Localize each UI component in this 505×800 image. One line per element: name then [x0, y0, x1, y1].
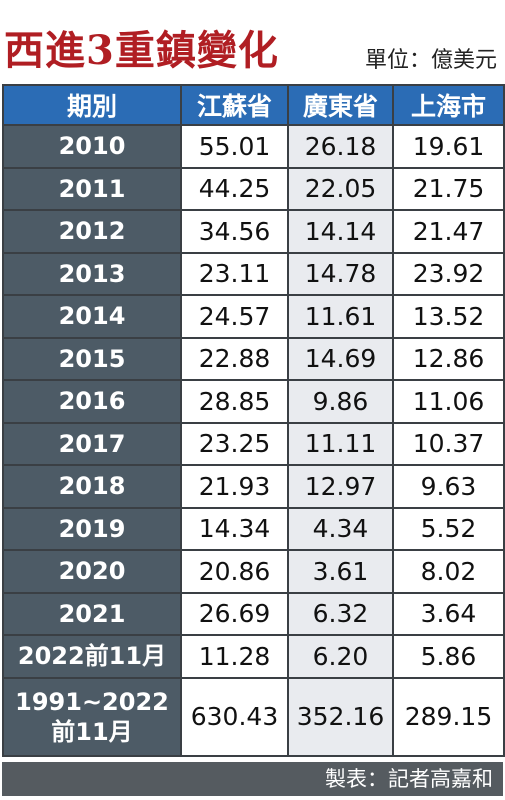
value-cell: 14.34 [180, 506, 289, 551]
value-cell: 4.34 [287, 506, 394, 551]
value-cell: 12.97 [287, 464, 394, 509]
value-cell: 11.06 [392, 379, 505, 424]
table-row: 2022前11月 11.28 6.20 5.86 [2, 634, 505, 679]
row-label: 2022前11月 [2, 634, 182, 679]
table-row: 2018 21.93 12.97 9.63 [2, 464, 505, 509]
value-cell: 5.52 [392, 506, 505, 551]
value-cell: 19.61 [392, 124, 505, 169]
value-cell: 26.69 [180, 591, 289, 636]
value-cell: 26.18 [287, 124, 394, 169]
value-cell: 14.14 [287, 209, 394, 254]
value-cell: 10.37 [392, 421, 505, 466]
row-label: 2017 [2, 421, 182, 466]
value-cell: 11.61 [287, 294, 394, 339]
value-cell: 23.11 [180, 251, 289, 296]
value-cell: 11.28 [180, 634, 289, 679]
value-cell: 24.57 [180, 294, 289, 339]
value-cell: 34.56 [180, 209, 289, 254]
row-label: 2011 [2, 166, 182, 211]
row-label: 2014 [2, 294, 182, 339]
value-cell: 289.15 [392, 676, 505, 757]
value-cell: 12.86 [392, 336, 505, 381]
table-row: 2012 34.56 14.14 21.47 [2, 209, 505, 254]
row-label: 1991~2022 前11月 [2, 676, 182, 757]
value-cell: 6.32 [287, 591, 394, 636]
row-label: 2013 [2, 251, 182, 296]
value-cell: 22.88 [180, 336, 289, 381]
row-label: 2012 [2, 209, 182, 254]
value-cell: 23.25 [180, 421, 289, 466]
table-row: 2019 14.34 4.34 5.52 [2, 506, 505, 551]
value-cell: 21.47 [392, 209, 505, 254]
footer: 製表：記者高嘉和 [2, 762, 503, 796]
value-cell: 55.01 [180, 124, 289, 169]
value-cell: 22.05 [287, 166, 394, 211]
value-cell: 9.63 [392, 464, 505, 509]
value-cell: 630.43 [180, 676, 289, 757]
table-row: 2020 20.86 3.61 8.02 [2, 549, 505, 594]
table-row: 2015 22.88 14.69 12.86 [2, 336, 505, 381]
value-cell: 6.20 [287, 634, 394, 679]
table-row: 2010 55.01 26.18 19.61 [2, 124, 505, 169]
value-cell: 21.75 [392, 166, 505, 211]
column-header: 江蘇省 [180, 84, 289, 126]
table-row: 2013 23.11 14.78 23.92 [2, 251, 505, 296]
value-cell: 23.92 [392, 251, 505, 296]
value-cell: 3.64 [392, 591, 505, 636]
row-label: 2021 [2, 591, 182, 636]
row-label: 2020 [2, 549, 182, 594]
table-row: 2016 28.85 9.86 11.06 [2, 379, 505, 424]
column-header: 廣東省 [287, 84, 394, 126]
value-cell: 3.61 [287, 549, 394, 594]
value-cell: 13.52 [392, 294, 505, 339]
value-cell: 9.86 [287, 379, 394, 424]
header-row: 期別 江蘇省 廣東省 上海市 [2, 84, 505, 126]
value-cell: 11.11 [287, 421, 394, 466]
value-cell: 14.78 [287, 251, 394, 296]
value-cell: 14.69 [287, 336, 394, 381]
value-cell: 20.86 [180, 549, 289, 594]
row-label: 2016 [2, 379, 182, 424]
value-cell: 352.16 [287, 676, 394, 757]
table-row: 2017 23.25 11.11 10.37 [2, 421, 505, 466]
column-header: 期別 [2, 84, 182, 126]
table-row: 2011 44.25 22.05 21.75 [2, 166, 505, 211]
table-row: 1991~2022 前11月 630.43 352.16 289.15 [2, 676, 505, 757]
row-label: 2010 [2, 124, 182, 169]
value-cell: 8.02 [392, 549, 505, 594]
unit-note: 單位：億美元 [364, 48, 497, 73]
table-row: 2014 24.57 11.61 13.52 [2, 294, 505, 339]
title: 西進3重鎮變化 [4, 27, 279, 74]
row-label: 2018 [2, 464, 182, 509]
row-label: 2019 [2, 506, 182, 551]
row-label: 2015 [2, 336, 182, 381]
value-cell: 5.86 [392, 634, 505, 679]
table-row: 2021 26.69 6.32 3.64 [2, 591, 505, 636]
value-cell: 21.93 [180, 464, 289, 509]
value-cell: 44.25 [180, 166, 289, 211]
value-cell: 28.85 [180, 379, 289, 424]
column-header: 上海市 [392, 84, 505, 126]
data-table: 期別 江蘇省 廣東省 上海市 2010 55.01 26.18 19.61 2011 44.25… [2, 84, 505, 757]
